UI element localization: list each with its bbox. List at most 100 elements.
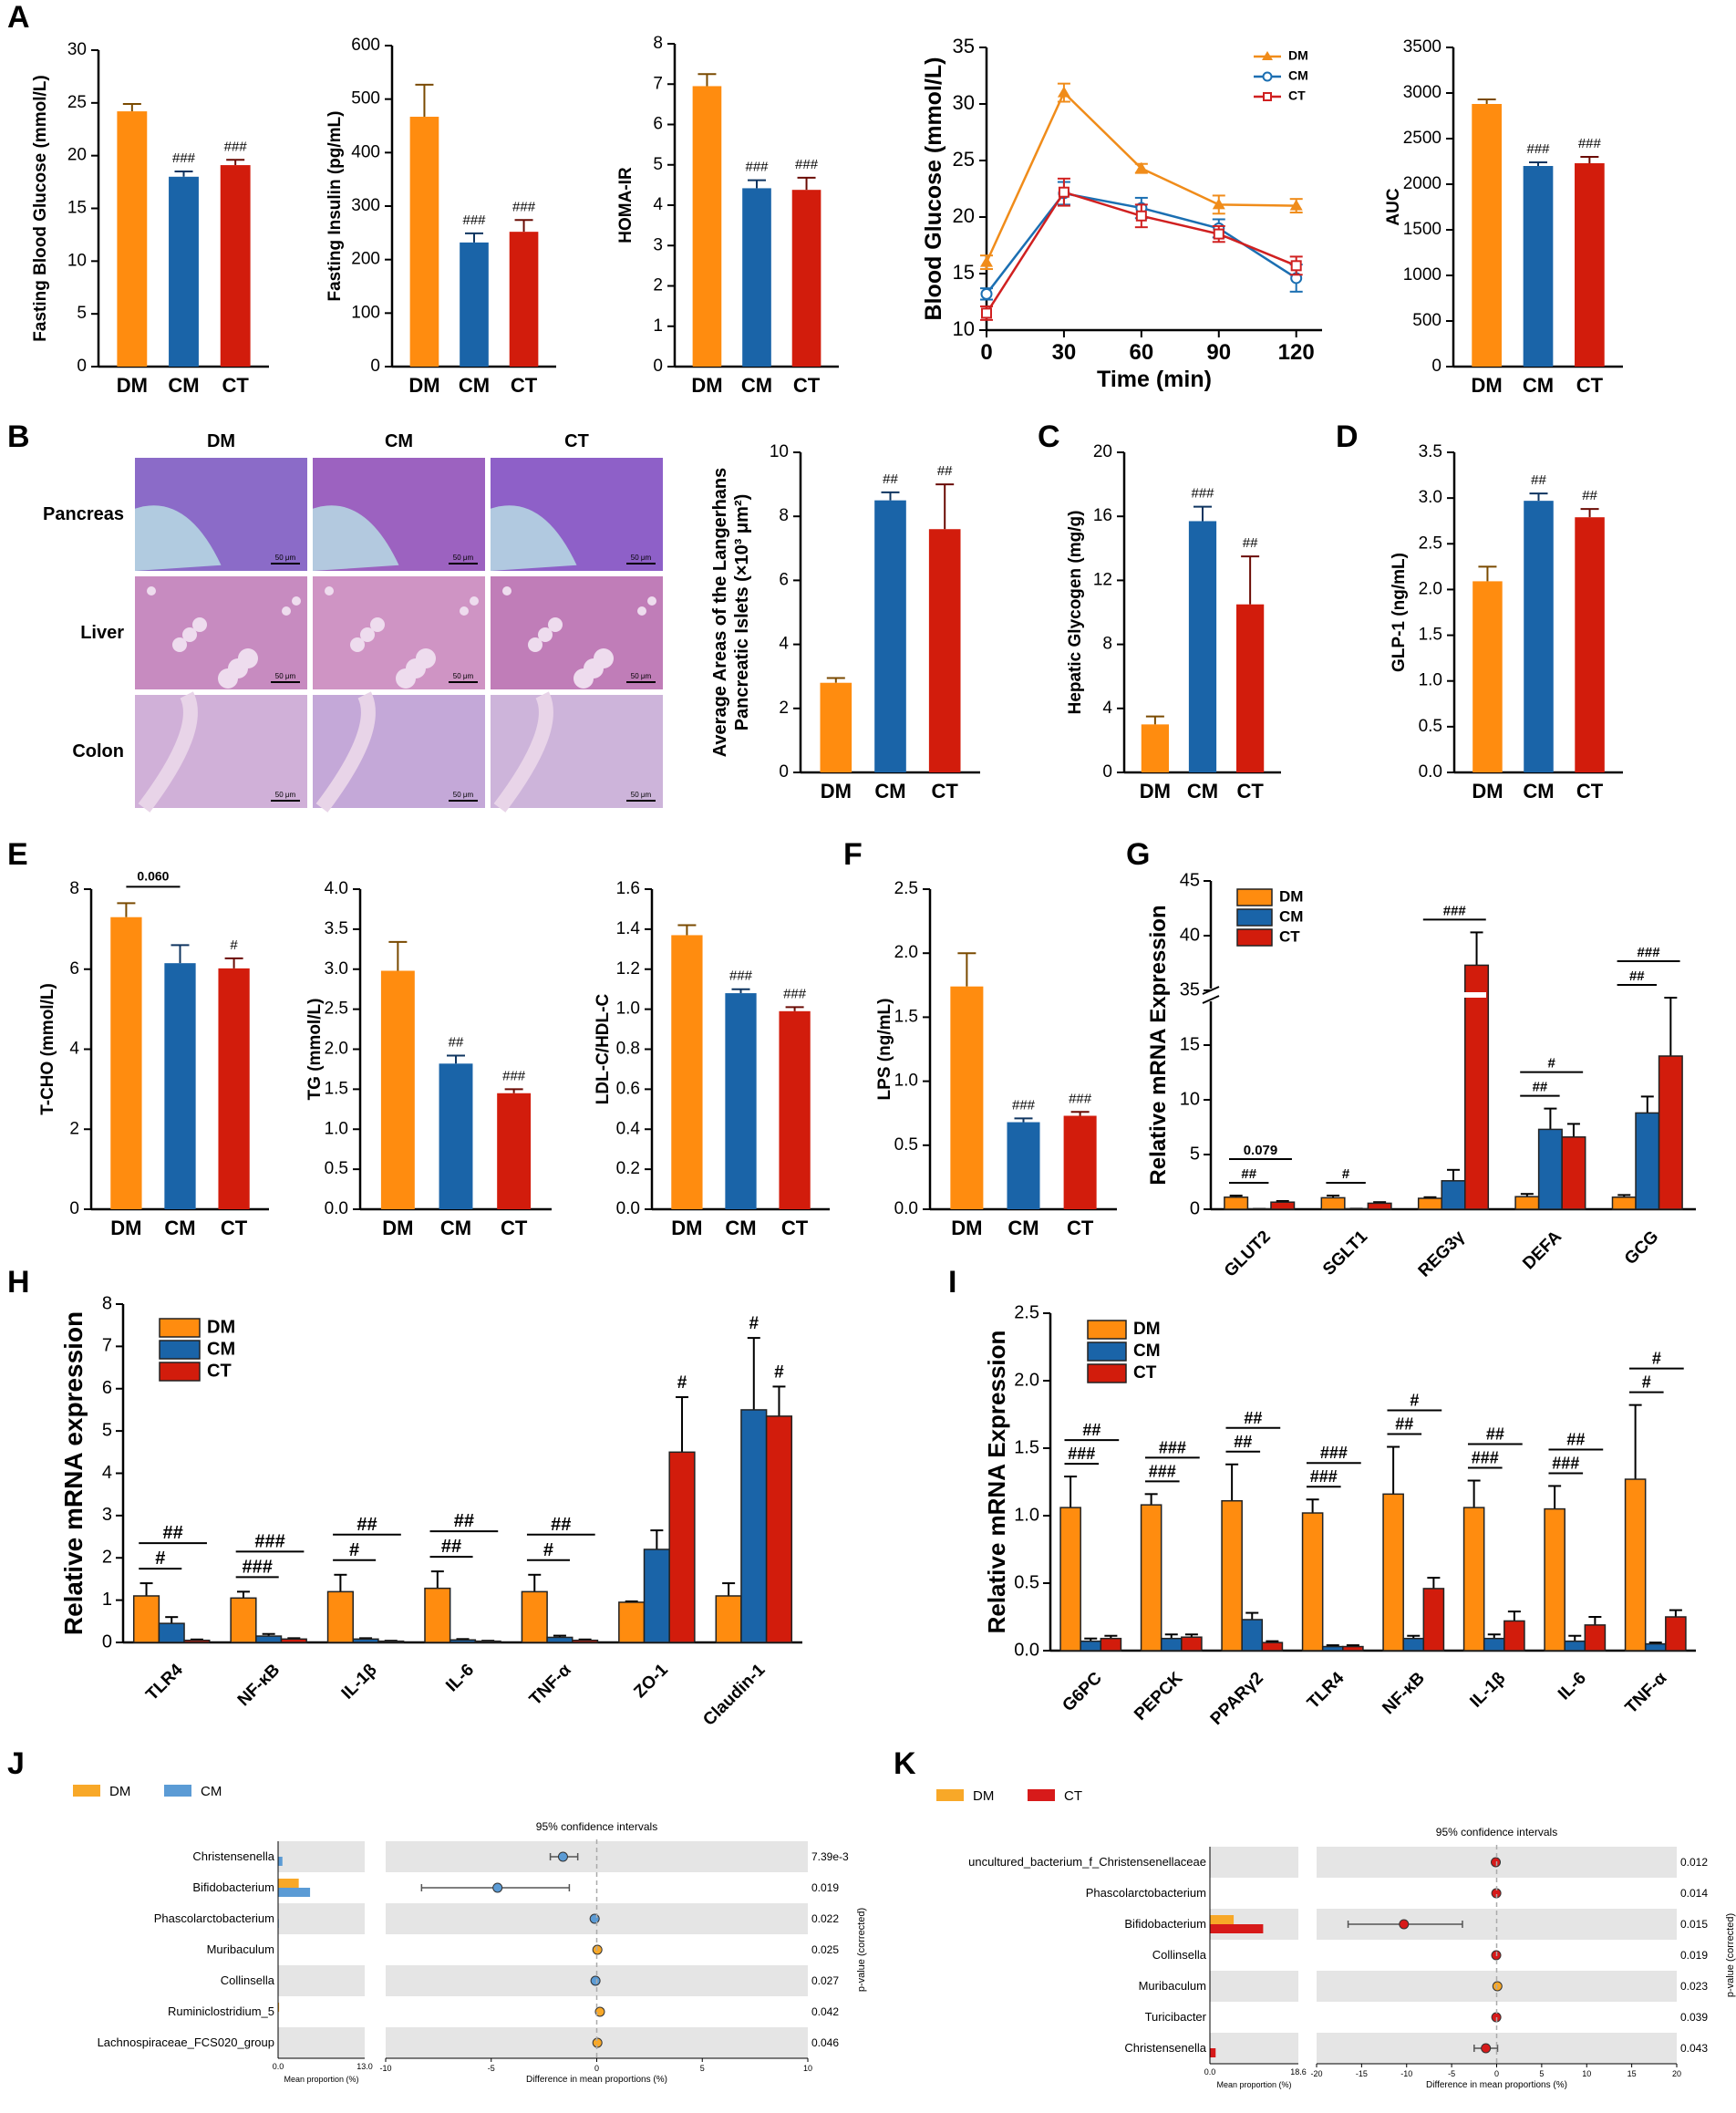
y-tick-label: 5 (1190, 1144, 1200, 1164)
histology-lumen (491, 505, 577, 571)
p-value: 0.022 (811, 1912, 839, 1925)
bar-CM-TNF-α (546, 1636, 574, 1643)
bar-DM-TLR4 (132, 1595, 160, 1643)
x-tick-label: -20 (1310, 2069, 1322, 2078)
y-tick-label: 2 (653, 276, 663, 295)
legend-label: CM (207, 1339, 235, 1359)
y-tick-label: 2.0 (894, 943, 918, 962)
y-tick-label: 2500 (1403, 129, 1442, 148)
histology-vacuole (528, 637, 542, 652)
bar-CM-IL-1β (1483, 1637, 1505, 1652)
x-axis-title: Difference in mean proportions (%) (526, 2075, 667, 2085)
x-tick-label: DM (691, 374, 722, 397)
bar-CM-IL-6 (1564, 1640, 1586, 1652)
bracket-label: # (1642, 1373, 1651, 1392)
bracket-label: ### (254, 1531, 284, 1551)
y-tick-label: 7 (102, 1336, 112, 1356)
bar-CT (1575, 517, 1605, 772)
bar-CT (1236, 604, 1265, 772)
bar-DM-TNF-α (521, 1590, 548, 1643)
histology-vacuole (574, 668, 594, 689)
panel-label-D: D (1336, 419, 1359, 454)
y-tick-label: 0.4 (616, 1119, 641, 1138)
bar-DM (380, 970, 415, 1209)
x-tick-label: DM (951, 1217, 982, 1239)
x-tick-label: DM (1140, 780, 1171, 803)
y-tick-label: 1.0 (894, 1072, 918, 1091)
x-tick-label: 5 (700, 2064, 705, 2073)
bar-CT-TNF-α (572, 1639, 599, 1643)
sig-label: # (230, 937, 238, 953)
sig-label: ### (462, 212, 486, 228)
y-tick-label: 6 (779, 570, 789, 589)
row-band (278, 2027, 365, 2058)
histology-vacuole (360, 627, 375, 642)
point-DM (1212, 198, 1225, 210)
y-tick-label: 0.0 (1419, 762, 1442, 782)
bar-DM (1472, 581, 1503, 772)
sig-label: ### (1526, 141, 1550, 157)
y-tick-label: 0 (1190, 1198, 1200, 1218)
diff-point (1481, 2043, 1492, 2054)
y-axis-title: TG (mmol/L) (305, 999, 325, 1101)
bar-CT-SGLT1 (1367, 1202, 1392, 1210)
p-value-axis-title: p-value (corrected) (1725, 1913, 1736, 1997)
bar-CM-PPARγ2 (1241, 1619, 1264, 1652)
legend-label: DM (1288, 48, 1308, 63)
bracket-label: ## (1566, 1430, 1585, 1448)
y-tick-label: 10 (953, 317, 975, 340)
y-tick-label: 1000 (1403, 265, 1442, 285)
bar-CM-ZO-1 (643, 1548, 670, 1643)
y-tick-label: 1.0 (1014, 1505, 1039, 1525)
y-tick-label: 0.0 (325, 1199, 348, 1218)
panel-label-I: I (948, 1265, 956, 1300)
bracket-label: ## (1629, 968, 1645, 984)
x-tick-label: 60 (1129, 340, 1153, 365)
bar-CM (725, 993, 757, 1209)
y-tick-label: 2.5 (1419, 533, 1442, 553)
legend-label: CM (1288, 68, 1308, 83)
histology-vacuole (147, 586, 156, 596)
legend-marker (1262, 51, 1273, 60)
x-tick-label: CT (501, 1217, 528, 1239)
histology-image-liver-CM (313, 576, 485, 689)
taxon-label: uncultured_bacterium_f_Christensenellace… (968, 1855, 1206, 1869)
x-tick-label: 0 (594, 2064, 599, 2073)
x-tick-label: ZO-1 (630, 1660, 672, 1702)
bar-DM-NF-κB (230, 1597, 257, 1643)
point-CT (1290, 260, 1302, 272)
y-axis-title: HOMA-IR (616, 167, 636, 243)
y-tick-label: 2 (69, 1119, 79, 1138)
bar-CT (220, 165, 251, 367)
sig-label: ### (729, 968, 753, 984)
bar-CT-PPARγ2 (1261, 1642, 1284, 1652)
y-tick-label: 0 (779, 762, 789, 782)
bar-DM-PEPCK (1140, 1504, 1162, 1652)
histology-vacuole (470, 596, 479, 606)
y-tick-label: 1 (653, 316, 663, 336)
x-tick-label: CM (1523, 374, 1554, 397)
y-tick-label: 0 (69, 1199, 79, 1218)
bar-DM (820, 682, 852, 772)
bar-CM (1007, 1122, 1040, 1209)
bar-CT (779, 1010, 811, 1209)
x-tick-label: REG3γ (1415, 1227, 1469, 1280)
legend-swatch-DM (159, 1318, 201, 1338)
scale-label: 50 μm (631, 791, 652, 799)
bar-CM-TLR4 (158, 1622, 185, 1643)
x-tick-label: CM (459, 374, 490, 397)
y-tick-label: 40 (1180, 925, 1200, 945)
bar-DM (692, 86, 722, 368)
x-tick-label: PEPCK (1131, 1669, 1186, 1725)
diff-point (557, 1851, 568, 1862)
y-axis-title: GLP-1 (ng/mL) (1390, 553, 1409, 672)
panel-label-K: K (894, 1746, 916, 1781)
x-tick-label: DM (1472, 374, 1503, 397)
x-tick-label: 20 (1672, 2069, 1681, 2078)
proportion-bar-CT (1210, 2048, 1216, 2057)
bar-CT-Claudin-1 (765, 1415, 793, 1643)
p-value: 0.039 (1680, 2011, 1708, 2024)
bar-DM (1141, 724, 1169, 772)
y-tick-label: 600 (351, 36, 380, 55)
y-tick-label: 2.5 (325, 1000, 348, 1019)
